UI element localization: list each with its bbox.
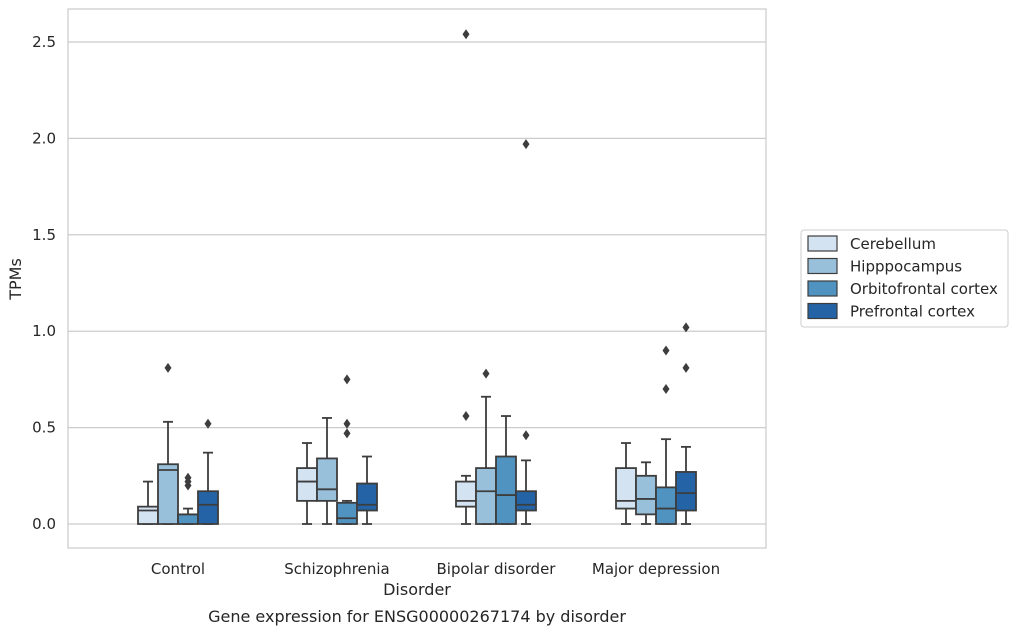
legend-entry-label: Prefrontal cortex: [850, 303, 975, 321]
outlier-point: [682, 322, 690, 333]
box-group: [137, 480, 159, 525]
outlier-point: [522, 139, 530, 150]
legend-frame: [800, 229, 1009, 328]
legend-entry-label: Cerebellum: [850, 235, 936, 253]
box-group: [296, 442, 318, 525]
box-body: [177, 513, 199, 525]
box-body: [197, 490, 219, 525]
x-tick-label: Bipolar disorder: [437, 560, 557, 578]
outlier-point: [662, 384, 670, 395]
outlier-point: [662, 345, 670, 356]
plot-area-frame: [67, 8, 767, 549]
outlier-point: [462, 29, 470, 40]
box-group: [515, 139, 537, 525]
box-group: [316, 417, 338, 525]
outlier-point: [462, 411, 470, 422]
box-body: [475, 467, 497, 525]
outlier-point: [204, 418, 212, 429]
outlier-point: [184, 472, 192, 483]
box-body: [356, 482, 378, 512]
box-body: [336, 501, 358, 525]
y-tick-label: 0.5: [32, 419, 56, 437]
y-tick-labels: 0.0 0.5 1.0 1.5 2.0 2.5: [32, 33, 56, 533]
box-body: [515, 490, 537, 512]
y-tick-label: 0.0: [32, 515, 56, 533]
box-group: [655, 345, 677, 525]
box-group: [356, 455, 378, 525]
chart-caption: Gene expression for ENSG00000267174 by d…: [208, 607, 626, 626]
x-tick-labels: Control Schizophrenia Bipolar disorder Majo…: [151, 560, 720, 578]
outlier-point: [522, 430, 530, 441]
legend-entry-label: Orbitofrontal cortex: [850, 280, 998, 298]
outlier-point: [343, 428, 351, 439]
y-axis-label: TPMs: [6, 258, 25, 301]
y-tick-label: 1.5: [32, 226, 56, 244]
outlier-point: [682, 362, 690, 373]
legend-swatch: [807, 257, 838, 275]
y-tick-label: 2.0: [32, 129, 56, 147]
legend-swatch: [807, 235, 838, 252]
box-group: [635, 461, 657, 525]
box-group: [675, 322, 697, 525]
outlier-point: [482, 368, 490, 379]
boxes: [137, 29, 697, 525]
box-group: [495, 415, 517, 525]
box-body: [296, 467, 318, 502]
box-group: [475, 368, 497, 525]
legend-swatch: [807, 280, 838, 297]
box-body: [615, 467, 637, 510]
x-tick-label: Major depression: [592, 560, 720, 578]
legend-swatch: [807, 302, 838, 320]
box-body: [655, 486, 677, 525]
x-tick-label: Control: [151, 560, 205, 578]
box-body: [675, 471, 697, 512]
box-body: [157, 463, 179, 525]
box-body: [316, 457, 338, 502]
box-group: [197, 418, 219, 525]
box-body: [635, 474, 657, 516]
box-group: [336, 374, 358, 525]
box-group: [157, 362, 179, 525]
x-tick-label: Schizophrenia: [284, 560, 389, 578]
legend-entry-label: Hipppocampus: [850, 258, 962, 276]
y-tick-label: 1.0: [32, 322, 56, 340]
box-body: [495, 455, 517, 525]
outlier-point: [164, 362, 172, 373]
y-tick-label: 2.5: [32, 33, 56, 51]
legend: Cerebellum Hipppocampus Orbitofrontal cort…: [800, 229, 1009, 328]
outlier-point: [343, 374, 351, 385]
outlier-point: [343, 418, 351, 429]
box-body: [137, 505, 159, 525]
box-group: [455, 29, 477, 525]
box-body: [455, 480, 477, 508]
x-axis-label: Disorder: [383, 580, 451, 599]
